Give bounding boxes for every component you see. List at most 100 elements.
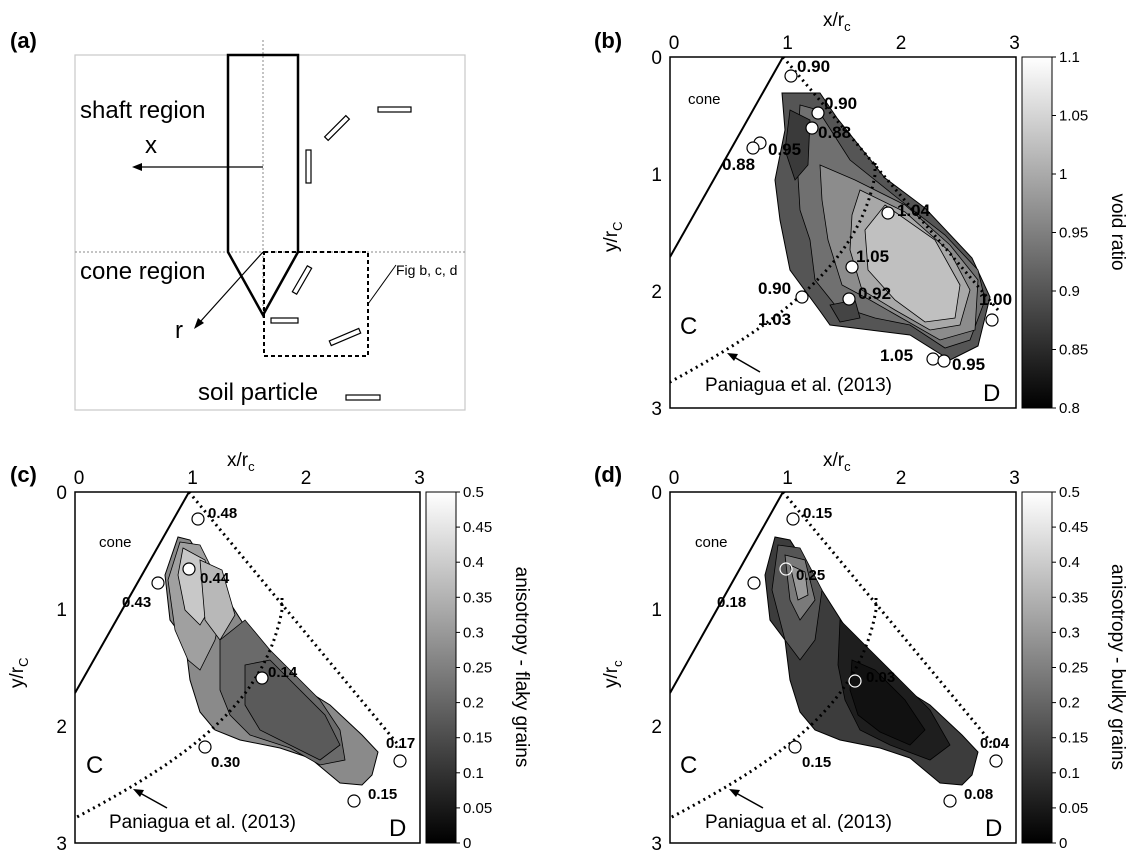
value-label: 0.95 [952, 355, 985, 374]
reference-label: Paniagua et al. (2013) [705, 375, 892, 396]
x-tick-label: 3 [414, 468, 425, 489]
colorbar-tick-label: 0.05 [463, 800, 492, 817]
y-axis-title: y/rC [7, 658, 31, 689]
y-tick-label: 1 [56, 600, 67, 621]
colorbar-tick-label: 0.85 [1059, 342, 1088, 359]
colorbar-tick-label: 0.5 [1059, 484, 1080, 501]
colorbar-tick-label: 0.4 [1059, 554, 1080, 571]
value-label: 0.30 [211, 754, 240, 771]
cone-line [75, 492, 190, 694]
value-label: 0.14 [268, 664, 298, 681]
value-label: 0.17 [386, 735, 415, 752]
outer-boundary [781, 57, 1000, 311]
reference-label: Paniagua et al. (2013) [109, 812, 296, 833]
x-arrow-head [132, 163, 142, 171]
outer-boundary [187, 492, 402, 748]
reference-arrow-head [729, 789, 740, 797]
panel-c-label: (c) [10, 462, 37, 487]
outer-boundary [781, 492, 997, 748]
colorbar-tick-label: 0.1 [463, 765, 484, 782]
y-tick-label: 2 [56, 717, 67, 738]
panel-b-label: (b) [594, 28, 622, 53]
colorbar-tick-label: 0.1 [1059, 765, 1080, 782]
panel-b-frame [669, 56, 1017, 409]
colorbar-tick-label: 0 [1059, 835, 1067, 852]
y-tick-label: 2 [651, 717, 662, 738]
value-label: 0.08 [964, 786, 993, 803]
cone-line [670, 57, 784, 258]
colorbar-c [425, 491, 457, 844]
reference-arrow [139, 792, 168, 809]
x-tick-label: 0 [669, 468, 680, 489]
x-tick-label: 3 [1009, 33, 1020, 54]
colorbar-tick-label: 0.8 [1059, 400, 1080, 417]
value-label: 1.04 [897, 201, 931, 220]
value-label: 0.88 [818, 123, 851, 142]
panel-a-label: (a) [10, 28, 37, 53]
x-tick-label: 0 [669, 33, 680, 54]
value-label: 0.90 [758, 279, 791, 298]
panel-c-markers [151, 512, 407, 808]
x-tick-label: 2 [896, 33, 907, 54]
cone-label: cone [695, 534, 728, 551]
x-tick-label: 0 [74, 468, 85, 489]
y-tick-label: 0 [56, 483, 67, 504]
colorbar-tick-label: 0.45 [463, 519, 492, 536]
y-tick-label: 1 [651, 600, 662, 621]
y-tick-label: 3 [56, 834, 67, 855]
value-label: 0.44 [200, 570, 230, 587]
panel-d-label: (d) [594, 462, 622, 487]
cone-line [670, 492, 784, 694]
y-tick-label: 0 [651, 48, 662, 69]
value-label: 1.05 [880, 346, 913, 365]
colorbar-tick-label: 0.35 [1059, 589, 1088, 606]
panel-c-contours [164, 536, 379, 786]
colorbar-tick-label: 0.05 [1059, 800, 1088, 817]
panel-d-frame [669, 491, 1017, 844]
soil-particles [270, 106, 412, 401]
value-label: 0.48 [208, 505, 237, 522]
y-tick-label: 1 [651, 165, 662, 186]
panel-a: (a) shaft region x cone region r [10, 28, 466, 411]
value-label: 0.90 [797, 57, 830, 76]
penetrometer-outline [226, 53, 300, 318]
r-label: r [175, 317, 183, 344]
colorbar-tick-label: 1.05 [1059, 108, 1088, 125]
zone-d-label: D [985, 815, 1002, 842]
shaft-region-text: shaft region [80, 97, 205, 124]
colorbar-tick-label: 1.1 [1059, 49, 1080, 66]
colorbar-tick-label: 0.3 [1059, 624, 1080, 641]
value-label: 0.04 [980, 735, 1010, 752]
fig-ref-text: Fig b, c, d [396, 262, 457, 278]
panel-c: (c) 0.48 0.44 0.43 0.14 0.30 0.17 0.15 c… [10, 462, 457, 844]
zone-c-label: C [680, 752, 697, 779]
axis-titles: x/rc y/rC x/rc y/rC x/rc y/rc void ratio… [7, 10, 1128, 770]
zone-d-label: D [983, 380, 1000, 407]
colorbar-tick-label: 0.2 [463, 695, 484, 712]
value-label: 0.03 [866, 669, 895, 686]
cone-region-text: cone region [80, 258, 205, 285]
x-tick-label: 2 [896, 468, 907, 489]
colorbar-title: void ratio [1107, 193, 1128, 270]
cone-label: cone [688, 91, 721, 108]
soil-particle-text: soil particle [198, 379, 318, 406]
y-axis-title: y/rC [601, 222, 625, 253]
colorbar-tick-label: 0.95 [1059, 225, 1088, 242]
y-tick-label: 3 [651, 399, 662, 420]
colorbar-d [1021, 491, 1053, 844]
value-label: 0.43 [122, 594, 151, 611]
zone-c-label: C [86, 752, 103, 779]
colorbar-tick-label: 0.2 [1059, 695, 1080, 712]
colorbar-tick-label: 0.25 [1059, 660, 1088, 677]
tick-labels: 0 1 2 3 0 1 2 3 1.1 1.05 1 0.95 0.9 0.85 0.8 0 1 2 3 0 1 2 3 0.… [56, 33, 1088, 855]
y-tick-label: 0 [651, 483, 662, 504]
colorbar-tick-label: 0.35 [463, 589, 492, 606]
colorbar-tick-label: 0.15 [1059, 730, 1088, 747]
reference-arrow [733, 356, 761, 373]
value-label: 0.15 [802, 754, 831, 771]
panel-d: (d) 0.15 0.25 0.18 0.03 0.15 0.04 0.08 [594, 462, 1053, 844]
panel-b: (b) 0.90 0.90 0.88 0.95 0.88 1.04 1.05 [594, 28, 1053, 409]
panel-d-contours [764, 536, 979, 786]
fig-ref-leader [367, 264, 397, 305]
